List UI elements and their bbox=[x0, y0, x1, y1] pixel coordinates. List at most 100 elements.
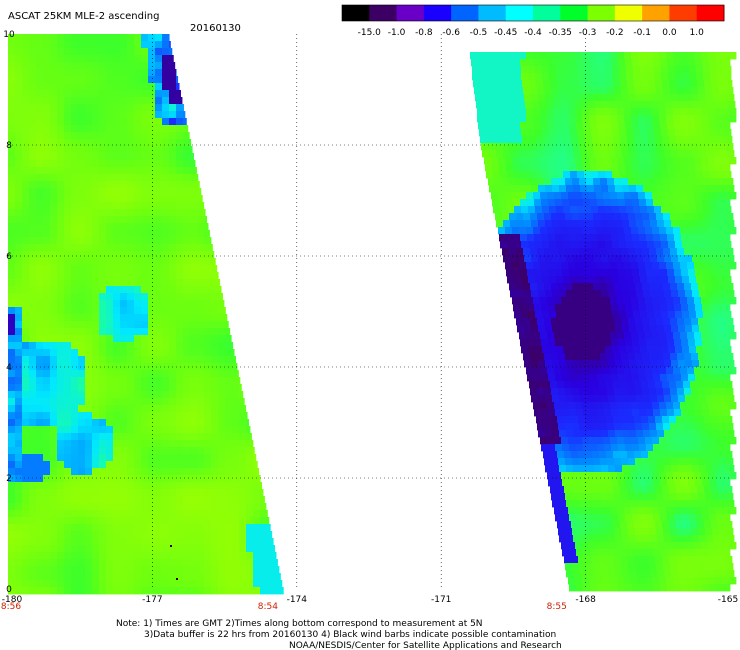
data-cell bbox=[701, 262, 709, 270]
data-cell bbox=[598, 73, 606, 81]
data-cell bbox=[71, 496, 79, 504]
data-cell bbox=[541, 339, 549, 347]
data-cell bbox=[127, 580, 135, 588]
data-cell bbox=[600, 388, 608, 396]
data-cell bbox=[99, 69, 107, 77]
data-cell bbox=[176, 545, 184, 553]
data-cell bbox=[657, 500, 665, 508]
data-cell bbox=[628, 528, 636, 536]
data-cell bbox=[597, 122, 605, 130]
data-cell bbox=[15, 293, 23, 301]
data-cell bbox=[36, 279, 44, 287]
data-cell bbox=[505, 52, 513, 60]
data-cell bbox=[646, 584, 654, 592]
data-cell bbox=[169, 265, 177, 273]
data-cell bbox=[639, 122, 647, 130]
data-cell bbox=[218, 426, 226, 434]
data-cell bbox=[632, 514, 640, 522]
data-cell bbox=[558, 458, 566, 466]
data-cell bbox=[547, 108, 555, 116]
data-cell bbox=[8, 566, 16, 574]
data-cell bbox=[692, 150, 700, 158]
data-cell bbox=[641, 416, 649, 424]
data-cell bbox=[169, 510, 177, 518]
data-cell bbox=[71, 209, 79, 217]
data-cell bbox=[524, 94, 532, 102]
data-cell bbox=[260, 510, 268, 518]
data-cell bbox=[85, 461, 93, 469]
data-cell bbox=[50, 55, 58, 63]
data-cell bbox=[547, 367, 555, 375]
data-cell bbox=[260, 531, 268, 539]
data-cell bbox=[99, 118, 107, 126]
data-cell bbox=[162, 391, 170, 399]
data-cell bbox=[479, 66, 487, 74]
data-cell bbox=[691, 458, 699, 466]
data-cell bbox=[239, 545, 247, 553]
data-cell bbox=[704, 136, 712, 144]
footer-note-2: 3)Data buffer is 22 hrs from 20160130 4)… bbox=[144, 630, 556, 640]
data-cell bbox=[646, 339, 654, 347]
data-cell bbox=[571, 136, 579, 144]
data-cell bbox=[141, 342, 149, 350]
data-cell bbox=[218, 314, 226, 322]
data-cell bbox=[8, 510, 16, 518]
data-cell bbox=[120, 209, 128, 217]
data-cell bbox=[577, 73, 585, 81]
data-cell bbox=[148, 447, 156, 455]
data-cell bbox=[8, 216, 16, 224]
data-cell bbox=[673, 262, 681, 270]
data-cell bbox=[92, 545, 100, 553]
data-cell bbox=[724, 171, 732, 179]
data-cell bbox=[545, 430, 553, 438]
data-cell bbox=[642, 178, 650, 186]
data-cell bbox=[169, 181, 177, 189]
data-cell bbox=[141, 48, 149, 56]
data-cell bbox=[563, 73, 571, 81]
data-cell bbox=[715, 367, 723, 375]
data-cell bbox=[260, 552, 268, 560]
data-cell bbox=[563, 66, 571, 74]
data-cell bbox=[685, 290, 693, 298]
data-cell bbox=[688, 234, 696, 242]
data-cell bbox=[43, 181, 51, 189]
data-cell bbox=[127, 209, 135, 217]
data-cell bbox=[211, 279, 219, 287]
data-cell bbox=[705, 318, 713, 326]
data-cell bbox=[575, 157, 583, 165]
data-cell bbox=[120, 55, 128, 63]
data-cell bbox=[570, 276, 578, 284]
data-cell bbox=[29, 419, 37, 427]
data-cell bbox=[64, 83, 72, 91]
data-cell bbox=[606, 521, 614, 529]
data-cell bbox=[211, 349, 219, 357]
data-cell bbox=[613, 451, 621, 459]
data-cell bbox=[673, 402, 681, 410]
data-cell bbox=[606, 381, 614, 389]
data-cell bbox=[190, 167, 197, 175]
data-cell bbox=[674, 584, 682, 592]
data-cell bbox=[50, 419, 58, 427]
data-cell bbox=[709, 59, 717, 67]
data-cell bbox=[724, 73, 732, 81]
data-cell bbox=[134, 293, 142, 301]
data-cell bbox=[85, 314, 93, 322]
data-cell bbox=[99, 34, 107, 42]
data-cell bbox=[141, 468, 149, 476]
data-cell bbox=[204, 573, 212, 581]
data-cell bbox=[621, 458, 629, 466]
data-cell bbox=[15, 433, 23, 441]
data-cell bbox=[204, 454, 212, 462]
data-cell bbox=[607, 353, 615, 361]
data-cell bbox=[225, 398, 233, 406]
data-cell bbox=[649, 423, 657, 431]
data-cell bbox=[36, 419, 44, 427]
data-cell bbox=[218, 587, 226, 595]
data-cell bbox=[29, 230, 37, 238]
data-cell bbox=[211, 293, 219, 301]
data-cell bbox=[155, 398, 163, 406]
data-cell bbox=[586, 143, 594, 151]
data-cell bbox=[176, 258, 184, 266]
data-cell bbox=[671, 290, 679, 298]
data-cell bbox=[148, 209, 156, 217]
